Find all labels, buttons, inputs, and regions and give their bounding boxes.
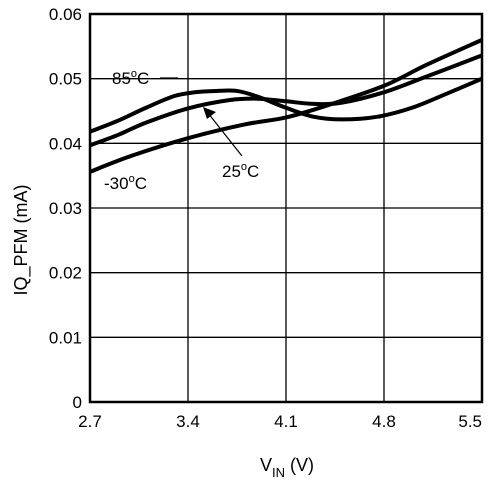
x-tick-labels: 2.7 3.4 4.1 4.8 5.5 [78,412,482,431]
x-tick-label: 4.1 [274,412,298,431]
series-lines [89,38,483,174]
x-axis-label-sub: IN [272,465,285,480]
y-tick-label: 0.01 [49,328,82,347]
y-tick-label: 0.06 [49,5,82,24]
x-tick-label: 5.5 [458,412,482,431]
x-tick-label: 3.4 [176,412,200,431]
x-axis-label-main: V [260,455,272,475]
y-tick-label: 0.04 [49,134,82,153]
series-line-2 [89,38,483,174]
x-axis-label: VIN (V) [260,455,314,480]
annotation-85c: 85oC [112,68,149,88]
annotation-25c: 25oC [222,161,259,181]
y-tick-label: 0 [73,393,82,412]
annotation-25c-arrowhead [203,107,216,119]
x-tick-label: 4.8 [372,412,396,431]
x-axis-label-unit: (V) [285,455,314,475]
plot-frame [88,12,484,404]
y-tick-labels: 0 0.01 0.02 0.03 0.04 0.05 0.06 [49,5,82,412]
annotation-minus30c: -30oC [104,173,147,193]
y-tick-label: 0.03 [49,199,82,218]
y-tick-label: 0.05 [49,70,82,89]
x-tick-label: 2.7 [78,412,102,431]
series-line-1 [89,53,483,148]
annotation-25c-arrow [207,112,243,157]
y-axis-label: IQ_PFM (mA) [11,185,32,296]
y-tick-label: 0.02 [49,264,82,283]
grid [90,14,482,402]
